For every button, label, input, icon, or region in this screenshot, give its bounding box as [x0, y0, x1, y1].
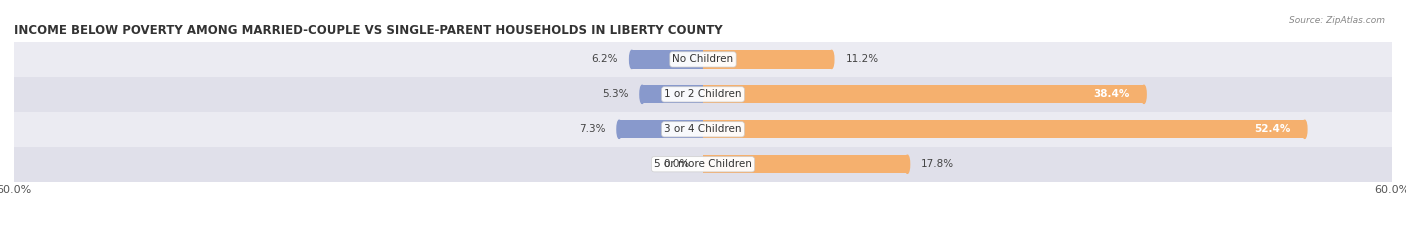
Bar — [703, 50, 831, 69]
Text: 38.4%: 38.4% — [1094, 89, 1130, 99]
Bar — [643, 85, 703, 103]
Bar — [631, 50, 703, 69]
Text: 1 or 2 Children: 1 or 2 Children — [664, 89, 742, 99]
Text: 6.2%: 6.2% — [592, 55, 619, 64]
Bar — [703, 120, 1305, 138]
Bar — [703, 85, 1144, 103]
Ellipse shape — [630, 50, 634, 69]
Text: 7.3%: 7.3% — [579, 124, 606, 134]
Bar — [14, 42, 1392, 77]
Text: No Children: No Children — [672, 55, 734, 64]
Text: 17.8%: 17.8% — [921, 159, 955, 169]
Ellipse shape — [1142, 85, 1146, 103]
Bar — [14, 77, 1392, 112]
Text: INCOME BELOW POVERTY AMONG MARRIED-COUPLE VS SINGLE-PARENT HOUSEHOLDS IN LIBERTY: INCOME BELOW POVERTY AMONG MARRIED-COUPL… — [14, 24, 723, 37]
Text: 5 or more Children: 5 or more Children — [654, 159, 752, 169]
Ellipse shape — [830, 50, 834, 69]
Text: Source: ZipAtlas.com: Source: ZipAtlas.com — [1289, 16, 1385, 25]
Bar — [703, 155, 907, 173]
Text: 11.2%: 11.2% — [845, 55, 879, 64]
Text: 5.3%: 5.3% — [602, 89, 628, 99]
Bar — [14, 147, 1392, 182]
Ellipse shape — [905, 155, 910, 173]
Text: 0.0%: 0.0% — [664, 159, 689, 169]
Ellipse shape — [640, 85, 644, 103]
Bar — [14, 112, 1392, 147]
Bar — [619, 120, 703, 138]
Ellipse shape — [617, 120, 621, 138]
Text: 3 or 4 Children: 3 or 4 Children — [664, 124, 742, 134]
Text: 52.4%: 52.4% — [1254, 124, 1291, 134]
Ellipse shape — [1302, 120, 1308, 138]
